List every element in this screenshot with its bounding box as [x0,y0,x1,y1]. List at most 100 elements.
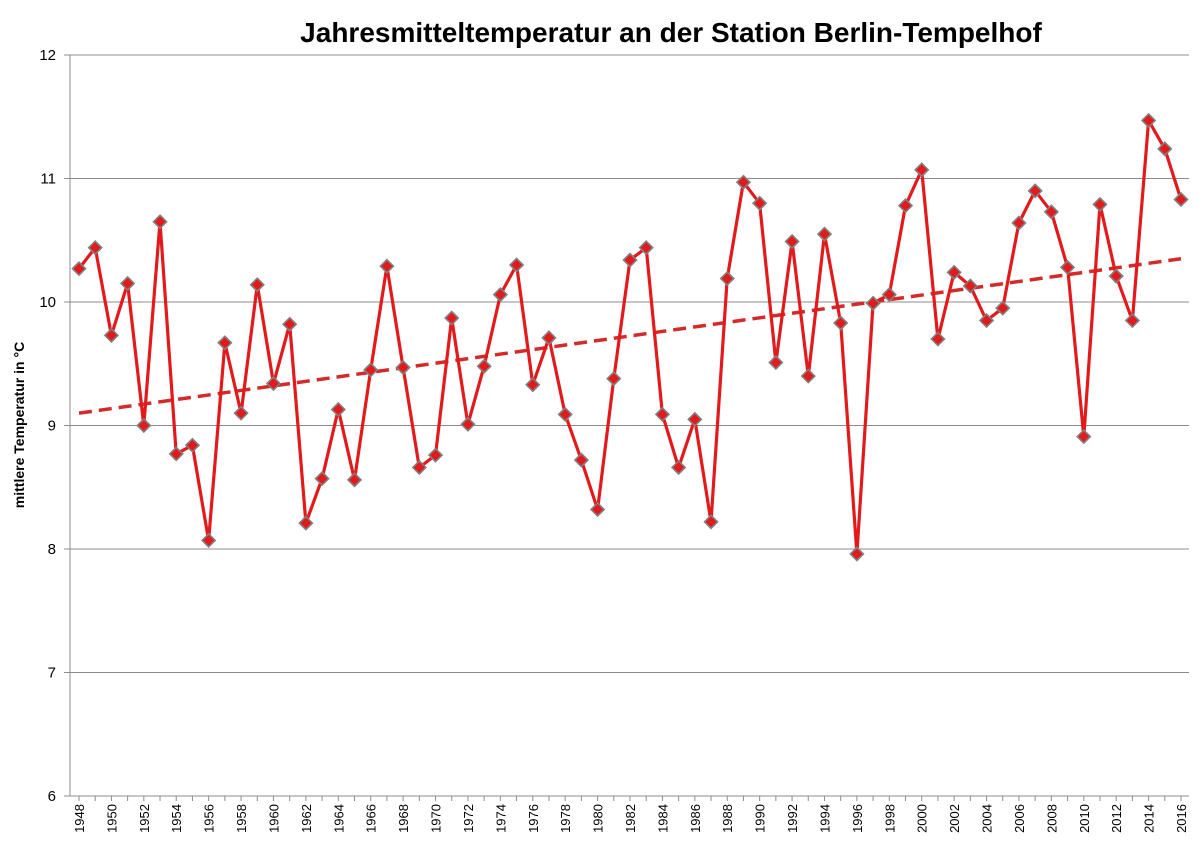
data-point-1990 [752,195,768,211]
x-tick-label-2012: 2012 [1109,804,1124,833]
data-point-1991 [768,354,784,371]
y-tick-label-12: 12 [39,47,56,64]
data-point-2016 [1173,191,1189,208]
x-tick-label-1978: 1978 [558,804,573,833]
x-tick-label-1960: 1960 [266,804,281,833]
data-point-1997 [865,295,881,311]
data-point-2006 [1011,215,1027,231]
data-point-1985 [670,459,687,476]
data-point-1978 [557,406,573,423]
data-point-2002 [946,264,962,280]
x-tick-label-1966: 1966 [364,804,379,833]
x-tick-label-1962: 1962 [299,804,314,833]
data-point-1973 [476,358,492,374]
data-point-1975 [508,257,525,273]
x-tick-label-1974: 1974 [493,804,508,833]
data-point-1960 [265,375,282,392]
data-point-1977 [541,330,557,346]
data-point-1980 [589,501,606,518]
x-tick-label-2002: 2002 [947,804,962,833]
data-point-1974 [492,286,508,303]
data-point-1969 [411,459,427,476]
data-point-1986 [687,411,703,427]
y-tick-labels: 6 7 8 9 10 11 12 [39,47,56,805]
series-line [77,118,1183,556]
x-tick-label-1976: 1976 [526,804,541,833]
data-point-markers [71,112,1189,562]
data-point-1965 [346,472,363,488]
data-point-1957 [217,335,233,351]
data-point-2007 [1027,183,1043,199]
x-tick-label-1952: 1952 [137,804,152,833]
y-tick-label-9: 9 [48,418,56,435]
series-line-layer [77,118,1183,556]
data-point-1981 [606,370,622,387]
x-tick-label-1996: 1996 [850,804,865,833]
data-point-1952 [136,417,152,434]
data-point-1958 [233,405,249,421]
data-point-1948 [71,261,87,277]
x-tick-label-1984: 1984 [655,804,670,833]
x-tick-label-1982: 1982 [623,804,638,833]
data-point-2010 [1076,428,1092,445]
chart-title: Jahresmitteltemperatur an der Station Be… [300,17,1042,48]
y-tick-label-7: 7 [48,665,56,682]
x-tick-label-1970: 1970 [429,804,444,833]
data-point-2009 [1059,259,1076,276]
x-tick-label-1998: 1998 [882,804,897,833]
x-tick-labels: 1948 1950 1952 1954 1956 1958 1960 1962 1964 1966… [72,804,1189,833]
x-tick-label-1972: 1972 [461,804,476,833]
data-point-1955 [184,437,201,453]
data-point-1984 [654,406,671,423]
x-tick-label-2000: 2000 [915,804,930,833]
data-point-1996 [849,546,865,562]
data-point-1992 [784,233,800,250]
data-point-2012 [1108,268,1124,284]
data-point-1995 [833,315,849,331]
x-tick-label-2010: 2010 [1077,804,1092,833]
x-tick-label-1980: 1980 [591,804,606,833]
data-point-2011 [1092,196,1108,213]
x-tick-label-2004: 2004 [980,804,995,833]
x-tick-label-2006: 2006 [1012,804,1027,833]
data-point-1979 [573,452,590,468]
data-point-1994 [816,226,833,242]
data-point-1987 [703,514,719,530]
x-tick-label-1992: 1992 [785,804,800,833]
x-tick-label-2008: 2008 [1044,804,1059,833]
data-point-1972 [460,416,476,432]
data-point-1967 [379,258,395,274]
data-point-1964 [330,401,346,418]
x-tick-label-1958: 1958 [234,804,249,833]
data-point-2013 [1124,312,1141,329]
data-point-1999 [897,198,914,214]
data-point-2001 [930,331,946,347]
data-point-2015 [1157,141,1173,157]
data-point-1982 [622,252,638,268]
data-point-2004 [978,312,995,329]
y-axis-label: mittlere Temperatur in °C [11,342,27,508]
data-point-1949 [87,240,103,256]
data-point-1988 [719,270,735,287]
data-point-1954 [168,446,184,462]
x-tick-label-2016: 2016 [1174,804,1189,833]
data-point-2000 [914,162,930,178]
data-point-2014 [1140,112,1157,129]
data-point-2005 [995,300,1011,316]
data-point-1976 [525,377,541,393]
y-tick-label-11: 11 [40,171,56,188]
data-point-1966 [363,362,379,378]
data-point-1998 [881,286,897,303]
x-tick-label-1948: 1948 [72,804,87,833]
y-tick-label-8: 8 [48,541,56,558]
data-point-1961 [282,316,298,332]
x-tick-label-1990: 1990 [753,804,768,833]
x-tick-label-1964: 1964 [331,804,346,833]
data-point-1959 [249,277,265,293]
x-tick-label-1956: 1956 [202,804,217,833]
x-tick-label-1968: 1968 [396,804,411,833]
data-point-1950 [103,327,120,343]
trendline [78,257,1182,415]
data-point-1983 [638,240,654,256]
